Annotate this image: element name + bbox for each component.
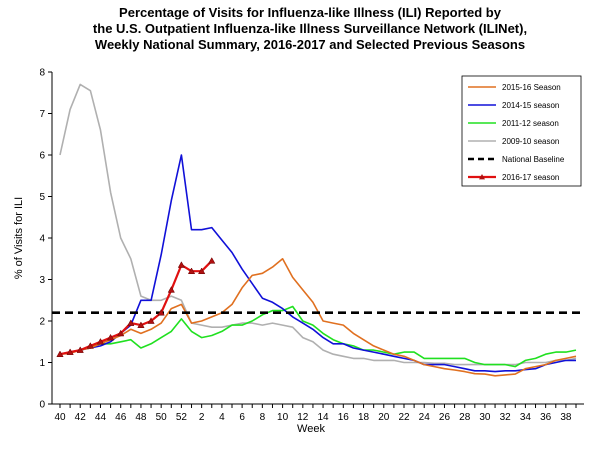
plot-series [52, 83, 584, 377]
x-tick-label: 2 [199, 412, 205, 423]
x-tick-label: 16 [338, 412, 350, 423]
data-point-marker [187, 267, 196, 275]
legend-label: National Baseline [502, 155, 565, 164]
x-tick-label: 14 [317, 412, 329, 423]
x-tick-label: 52 [176, 412, 188, 423]
y-tick-label: 8 [39, 68, 45, 79]
x-tick-label: 28 [459, 412, 471, 423]
legend-marker [479, 174, 485, 180]
legend-label: 2014-15 season [502, 101, 559, 110]
data-point-marker [177, 261, 186, 268]
y-tick-label: 6 [39, 151, 45, 162]
chart-title: Percentage of Visits for Influenza-like … [93, 5, 527, 52]
y-tick-label: 7 [39, 109, 45, 120]
series-line [59, 257, 577, 377]
data-point-marker [106, 333, 115, 341]
series-line [59, 260, 213, 356]
x-tick-label: 12 [297, 412, 309, 423]
y-tick-label: 5 [39, 192, 45, 203]
y-tick-label: 3 [39, 275, 45, 286]
x-tick-label: 32 [500, 412, 512, 423]
data-point-marker [137, 321, 145, 328]
legend-label: 2015-16 Season [502, 83, 561, 92]
data-point-marker [56, 350, 64, 358]
data-point-marker [147, 317, 155, 324]
data-point-marker [127, 319, 135, 326]
x-axis-label: Week [297, 423, 325, 435]
x-tick-label: 26 [439, 412, 451, 423]
y-tick-label: 2 [39, 317, 45, 328]
legend-box [461, 75, 582, 187]
y-tick-label: 0 [39, 400, 45, 411]
x-tick-label: 36 [540, 412, 552, 423]
chart-title-line-1: Percentage of Visits for Influenza-like … [119, 5, 502, 20]
data-point-marker [117, 329, 125, 337]
x-tick-label: 30 [479, 412, 491, 423]
data-point-marker [208, 257, 216, 264]
x-tick-label: 48 [135, 412, 147, 423]
series-line [59, 305, 577, 368]
data-point-marker [198, 267, 206, 275]
y-axis-ticks: 0 1 2 3 4 5 6 7 8 [39, 68, 52, 411]
chart-title-line-3: Weekly National Summary, 2016-2017 and S… [95, 37, 525, 52]
legend-label: 2009-10 season [502, 137, 559, 146]
x-tick-label: 42 [75, 412, 87, 423]
x-axis-ticks: 40 42 44 46 48 50 52 2 4 6 8 10 12 14 16 18 20 22 24 26 28 30… [54, 404, 577, 423]
x-tick-label: 18 [358, 412, 370, 423]
x-tick-label: 20 [378, 412, 390, 423]
x-tick-label: 40 [54, 412, 66, 423]
x-tick-label: 44 [95, 412, 107, 423]
y-tick-label: 1 [39, 358, 45, 369]
legend-label: 2011-12 season [502, 119, 559, 128]
y-tick-label: 4 [39, 234, 45, 245]
x-tick-label: 34 [520, 412, 532, 423]
x-tick-label: 50 [156, 412, 168, 423]
x-tick-label: 6 [239, 412, 245, 423]
x-tick-label: 38 [560, 412, 572, 423]
data-point-marker [76, 346, 84, 353]
data-point-marker [96, 338, 105, 345]
x-tick-label: 10 [277, 412, 289, 423]
y-axis-label: % of Visits for ILI [13, 197, 25, 279]
chart-title-line-2: the U.S. Outpatient Influenza-like Illne… [93, 21, 527, 36]
x-tick-label: 24 [419, 412, 431, 423]
x-tick-label: 4 [219, 412, 225, 423]
data-point-marker [157, 308, 165, 316]
data-point-marker [66, 348, 74, 355]
data-point-marker [86, 342, 94, 349]
x-tick-label: 8 [260, 412, 266, 423]
data-point-marker [167, 286, 175, 293]
series-line [59, 154, 576, 373]
x-tick-label: 46 [115, 412, 127, 423]
legend: 2015-16 Season 2014-15 season 2011-12 seas… [461, 75, 582, 187]
x-tick-label: 22 [398, 412, 410, 423]
legend-label: 2016-17 season [502, 173, 559, 182]
